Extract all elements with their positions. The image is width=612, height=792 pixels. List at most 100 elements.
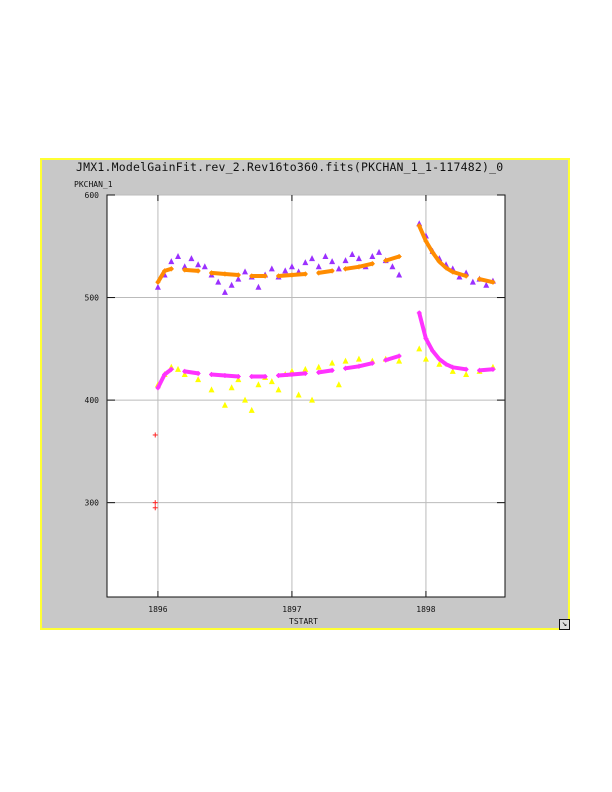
- data-point-plus: [162, 268, 168, 274]
- data-point-triangle: [315, 363, 322, 370]
- data-point-plus: [152, 432, 158, 438]
- data-point-triangle: [208, 386, 215, 393]
- data-point-triangle: [228, 281, 235, 288]
- data-point-triangle: [422, 355, 429, 362]
- data-point-triangle: [255, 283, 262, 290]
- data-point-triangle: [302, 259, 309, 266]
- data-point-plus: [235, 272, 241, 278]
- data-point-plus: [155, 279, 161, 285]
- data-point-plus: [436, 356, 442, 362]
- data-point-plus: [209, 270, 215, 276]
- data-point-triangle: [329, 359, 336, 366]
- data-point-triangle: [181, 263, 188, 270]
- y-tick-label: 400: [85, 396, 100, 405]
- data-point-plus: [182, 267, 188, 273]
- data-point-plus: [235, 374, 241, 380]
- data-point-plus: [343, 365, 349, 371]
- data-point-plus: [423, 238, 429, 244]
- data-point-triangle: [195, 261, 202, 268]
- data-point-triangle: [255, 381, 262, 388]
- data-point-triangle: [355, 255, 362, 262]
- plot-area: [106, 194, 506, 598]
- data-point-plus: [450, 364, 456, 370]
- data-point-triangle: [175, 365, 182, 372]
- y-tick-label: 300: [85, 499, 100, 508]
- data-point-triangle: [168, 258, 175, 265]
- data-point-triangle: [235, 275, 242, 282]
- data-point-plus: [396, 254, 402, 260]
- data-point-plus: [490, 366, 496, 372]
- data-point-triangle: [342, 257, 349, 264]
- data-point-plus: [416, 310, 422, 316]
- data-point-plus: [155, 385, 161, 391]
- data-point-plus: [316, 369, 322, 375]
- data-point-plus: [302, 271, 308, 277]
- data-point-triangle: [275, 386, 282, 393]
- data-point-plus: [209, 371, 215, 377]
- data-point-triangle: [449, 367, 456, 374]
- data-point-plus: [195, 370, 201, 376]
- data-point-plus: [329, 367, 335, 373]
- data-point-triangle: [349, 250, 356, 257]
- data-point-triangle: [309, 255, 316, 262]
- data-point-plus: [369, 360, 375, 366]
- data-point-plus: [343, 266, 349, 272]
- data-point-plus: [490, 279, 496, 285]
- data-point-triangle: [396, 271, 403, 278]
- x-axis-label: TSTART: [289, 617, 318, 626]
- data-point-triangle: [335, 265, 342, 272]
- data-point-triangle: [248, 406, 255, 413]
- data-point-triangle: [201, 263, 208, 270]
- data-point-triangle: [242, 396, 249, 403]
- data-point-triangle: [195, 376, 202, 383]
- data-point-plus: [450, 269, 456, 275]
- data-point-plus: [276, 273, 282, 279]
- data-point-plus: [423, 336, 429, 342]
- data-point-plus: [152, 505, 158, 511]
- data-point-plus: [262, 273, 268, 279]
- y-tick-label: 600: [85, 191, 100, 200]
- data-point-triangle: [221, 401, 228, 408]
- data-point-plus: [162, 371, 168, 377]
- data-point-plus: [329, 268, 335, 274]
- grid-lines: [107, 194, 505, 597]
- data-point-triangle: [416, 345, 423, 352]
- data-point-plus: [182, 368, 188, 374]
- x-tick-label: 1897: [282, 605, 301, 614]
- data-point-plus: [316, 270, 322, 276]
- data-point-plus: [222, 372, 228, 378]
- resize-icon[interactable]: ↘: [559, 619, 570, 630]
- data-point-triangle: [456, 273, 463, 280]
- data-point-plus: [276, 372, 282, 378]
- fit-curve-1: [383, 254, 402, 263]
- data-point-triangle: [175, 253, 182, 260]
- data-point-plus: [302, 370, 308, 376]
- data-point-plus: [249, 273, 255, 279]
- data-point-plus: [430, 249, 436, 255]
- data-point-triangle: [295, 391, 302, 398]
- data-point-triangle: [302, 365, 309, 372]
- data-point-plus: [477, 367, 483, 373]
- data-point-plus: [436, 259, 442, 265]
- data-point-plus: [152, 500, 158, 506]
- data-point-triangle: [242, 268, 249, 275]
- x-tick-label: 1898: [416, 605, 435, 614]
- data-point-triangle: [396, 357, 403, 364]
- data-point-plus: [168, 366, 174, 372]
- data-point-triangle: [228, 384, 235, 391]
- data-point-triangle: [335, 381, 342, 388]
- data-point-triangle: [355, 355, 362, 362]
- data-point-triangle: [436, 360, 443, 367]
- data-point-triangle: [181, 370, 188, 377]
- data-point-plus: [396, 353, 402, 359]
- data-point-triangle: [309, 396, 316, 403]
- chart-title: JMX1.ModelGainFit.rev_2.Rev16to360.fits(…: [76, 160, 504, 174]
- data-point-triangle: [221, 288, 228, 295]
- data-point-plus: [195, 268, 201, 274]
- data-point-triangle: [342, 357, 349, 364]
- data-point-plus: [356, 264, 362, 270]
- x-tick-label: 1896: [148, 605, 167, 614]
- fit-curve-3: [383, 354, 402, 363]
- data-point-plus: [262, 374, 268, 380]
- data-point-triangle: [315, 263, 322, 270]
